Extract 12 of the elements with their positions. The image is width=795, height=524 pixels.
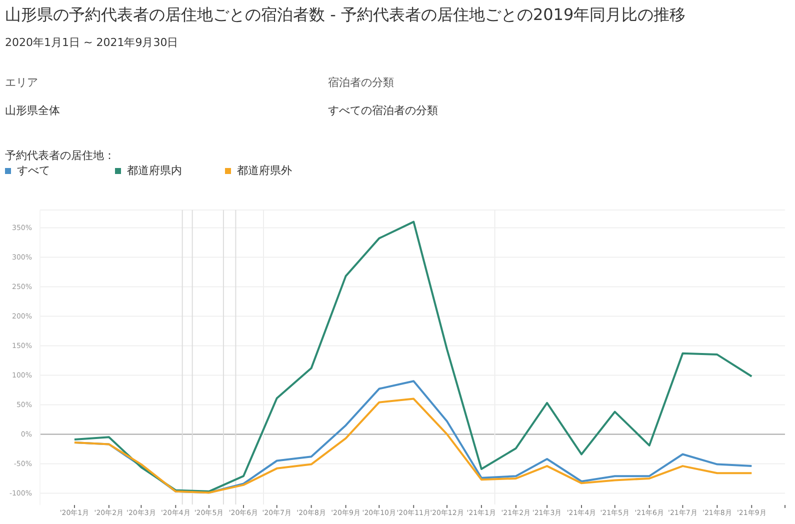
line-series <box>73 220 753 492</box>
text: すべての宿泊者の分類 <box>328 103 438 118</box>
chart-subtitle: 2020年1月1日 ~ 2021年9月30日 <box>5 35 178 50</box>
legend-title: 予約代表者の居住地： <box>5 148 116 163</box>
legend-label: すべて <box>16 163 51 178</box>
line-series <box>73 398 753 494</box>
legend-label: 都道府県内 <box>126 163 183 178</box>
legend-label: 都道府県外 <box>236 163 293 178</box>
text: エリア <box>5 75 38 90</box>
text: 山形県全体 <box>5 103 60 118</box>
text: 宿泊者の分類 <box>328 75 394 90</box>
chart-title: 山形県の予約代表者の居住地ごとの宿泊者数 - 予約代表者の居住地ごとの2019年同月比の推移 <box>5 5 686 26</box>
